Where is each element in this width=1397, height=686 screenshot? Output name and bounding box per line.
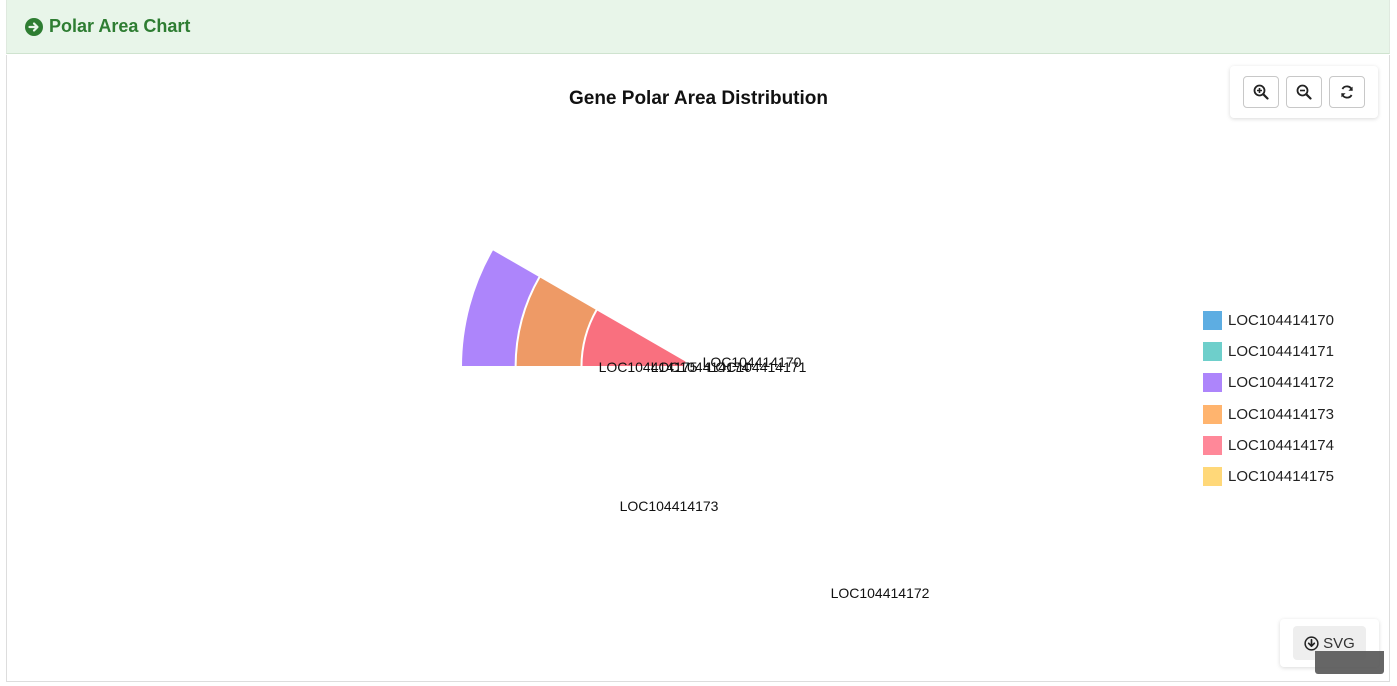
refresh-button[interactable] [1329, 76, 1365, 108]
data-label-loc104414171: LOC104414171 [708, 359, 807, 375]
legend-label: LOC104414170 [1228, 312, 1334, 330]
legend-item-loc104414175[interactable]: LOC104414175 [1203, 461, 1373, 492]
refresh-icon [1339, 84, 1355, 100]
legend-item-loc104414173[interactable]: LOC104414173 [1203, 399, 1373, 430]
legend-item-loc104414171[interactable]: LOC104414171 [1203, 336, 1373, 367]
arrow-circle-right-icon [25, 17, 43, 36]
chart-legend: LOC104414170 LOC104414171 LOC104414172 LOC1… [1203, 305, 1373, 492]
corner-badge [1315, 651, 1384, 674]
data-label-loc104414170: LOC104414170 [703, 354, 802, 370]
legend-item-loc104414170[interactable]: LOC104414170 [1203, 305, 1373, 336]
legend-swatch [1203, 342, 1222, 362]
legend-label: LOC104414175 [1228, 468, 1334, 486]
legend-swatch [1203, 435, 1222, 455]
chart-panel [6, 55, 1390, 682]
legend-swatch [1203, 467, 1222, 487]
legend-label: LOC104414171 [1228, 343, 1334, 361]
legend-swatch [1203, 373, 1222, 393]
zoom-out-button[interactable] [1286, 76, 1322, 108]
legend-label: LOC104414174 [1228, 436, 1334, 454]
zoom-out-icon [1296, 84, 1312, 100]
legend-item-loc104414172[interactable]: LOC104414172 [1203, 367, 1373, 398]
legend-swatch [1203, 404, 1222, 424]
polar-wedge-loc104414174[interactable] [580, 307, 701, 368]
zoom-in-icon [1253, 84, 1269, 100]
chart-title: Gene Polar Area Distribution [568, 88, 828, 109]
panel-title: Polar Area Chart [49, 16, 191, 36]
data-label-loc104414172: LOC104414172 [831, 585, 930, 601]
legend-label: LOC104414172 [1228, 374, 1334, 392]
data-label-loc104414175: LOC104414175 [599, 359, 698, 375]
data-label-loc104414174: LOC104414174 [651, 359, 750, 375]
panel-header: Polar Area Chart [6, 0, 1390, 54]
chart-toolbar [1230, 66, 1378, 118]
download-circle-icon [1304, 635, 1319, 651]
legend-item-loc104414174[interactable]: LOC104414174 [1203, 430, 1373, 461]
zoom-in-button[interactable] [1243, 76, 1279, 108]
export-svg-label: SVG [1323, 634, 1355, 652]
data-label-loc104414173: LOC104414173 [620, 498, 719, 514]
legend-swatch [1203, 311, 1222, 331]
polar-wedge-loc104414175[interactable] [691, 363, 701, 368]
export-svg-button[interactable]: SVG [1293, 626, 1366, 660]
legend-label: LOC104414173 [1228, 405, 1334, 423]
